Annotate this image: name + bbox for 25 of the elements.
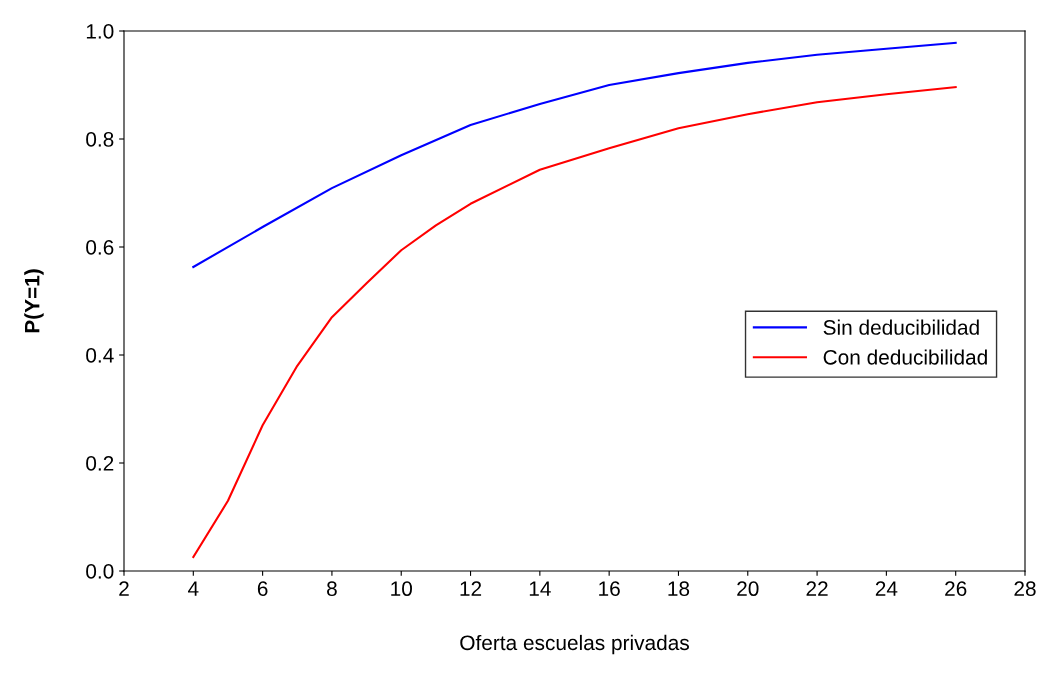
- x-tick-label: 28: [1014, 581, 1036, 597]
- x-tick-label: 24: [875, 581, 898, 596]
- x-tick-label: 18: [668, 581, 690, 597]
- x-tick-label: 14: [529, 581, 551, 596]
- x-tick-label: 10: [391, 581, 412, 597]
- x-tick-label: 22: [806, 581, 828, 596]
- x-tick-label: 4: [187, 581, 199, 596]
- line-series: [192, 41, 957, 269]
- y-tick-label: 0.0: [86, 564, 114, 579]
- x-tick-label: 6: [257, 581, 268, 597]
- x-tick-label: 12: [460, 581, 482, 596]
- legend-label: Sin deducibilidad: [823, 319, 979, 335]
- x-tick-label: 2: [119, 581, 129, 596]
- y-axis-title: P(Y=1): [24, 269, 44, 333]
- x-tick-label: 26: [945, 581, 967, 597]
- x-axis-title: Oferta escuelas privadas: [460, 634, 689, 655]
- legend-label: Con deducibilidad: [823, 349, 987, 365]
- y-tick-label: 0.8: [86, 132, 114, 147]
- y-tick-label: 0.2: [86, 456, 114, 471]
- y-tick-label: 1.0: [86, 24, 114, 39]
- x-tick-label: 20: [737, 581, 759, 597]
- x-tick-label: 16: [599, 581, 620, 597]
- x-tick-label: 8: [327, 581, 337, 597]
- y-tick-label: 0.4: [86, 348, 114, 363]
- y-tick-label: 0.6: [86, 240, 114, 255]
